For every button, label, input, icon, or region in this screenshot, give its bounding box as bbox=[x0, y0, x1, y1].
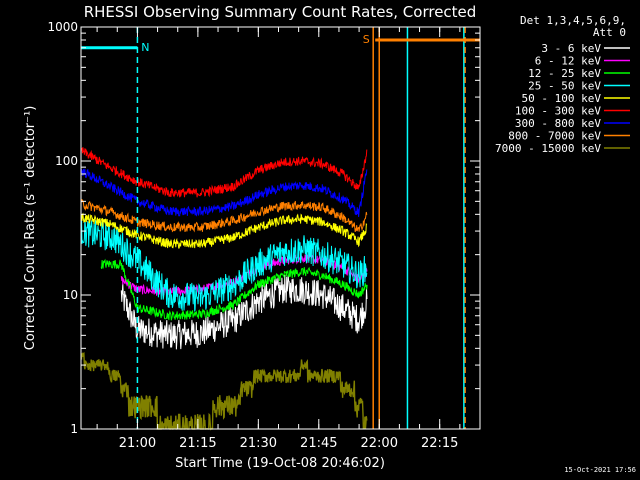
legend-label-50-100-kev: 50 - 100 keV bbox=[522, 92, 602, 105]
axis-layer: 1 10 100 1000 21:00 21:15 21:30 21:45 22:00 22:15 bbox=[47, 20, 481, 451]
y-tick-label: 1000 bbox=[47, 20, 78, 34]
series-line-100-300-kev bbox=[80, 147, 368, 198]
series-line-3-6-kev bbox=[120, 274, 368, 350]
legend-label-3-6-kev: 3 - 6 keV bbox=[541, 42, 601, 55]
series-line-800-7000-kev bbox=[80, 199, 368, 233]
plot-frame bbox=[80, 26, 481, 430]
y-tick-label: 10 bbox=[63, 288, 78, 302]
x-tick-label: 21:45 bbox=[300, 436, 337, 451]
legend-header-line-1: Det 1,3,4,5,6,9, bbox=[520, 14, 626, 27]
legend-label-300-800-kev: 300 - 800 keV bbox=[515, 117, 601, 130]
x-tick-label: 21:30 bbox=[240, 436, 277, 451]
legend-label-7000-15000-kev: 7000 - 15000 keV bbox=[495, 142, 601, 155]
legend-label-12-25-kev: 12 - 25 keV bbox=[528, 67, 601, 80]
series-line-7000-15000-kev bbox=[80, 351, 368, 431]
series-line-25-50-kev bbox=[80, 217, 368, 312]
x-tick-label: 22:00 bbox=[361, 436, 398, 451]
legend-label-6-12-kev: 6 - 12 keV bbox=[535, 55, 602, 68]
x-axis-label: Start Time (19-Oct-08 20:46:02) bbox=[175, 456, 385, 471]
series-line-300-800-kev bbox=[80, 168, 368, 217]
legend-label-100-300-kev: 100 - 300 keV bbox=[515, 105, 601, 118]
series-line-12-25-kev bbox=[100, 258, 368, 321]
x-tick-label: 22:15 bbox=[421, 436, 458, 451]
y-tick-label: 100 bbox=[55, 154, 78, 168]
y-tick-label: 1 bbox=[70, 422, 78, 436]
flag-label-n: N bbox=[141, 41, 149, 54]
series-layer bbox=[80, 147, 368, 431]
legend-label-800-7000-kev: 800 - 7000 keV bbox=[508, 130, 601, 143]
flag-label-s: S bbox=[363, 33, 370, 46]
y-axis-label: Corrected Count Rate (s⁻¹ detector⁻¹) bbox=[23, 106, 38, 351]
series-line-50-100-kev bbox=[80, 212, 368, 249]
x-tick-label: 21:00 bbox=[119, 436, 156, 451]
legend-header-line-2: Att 0 bbox=[593, 26, 626, 39]
flag-layer: NS bbox=[81, 27, 480, 429]
chart-title: RHESSI Observing Summary Count Rates, Co… bbox=[84, 3, 477, 21]
timestamp: 15-Oct-2021 17:56 bbox=[564, 466, 636, 474]
x-tick-label: 21:15 bbox=[179, 436, 216, 451]
legend-label-25-50-kev: 25 - 50 keV bbox=[528, 80, 601, 93]
